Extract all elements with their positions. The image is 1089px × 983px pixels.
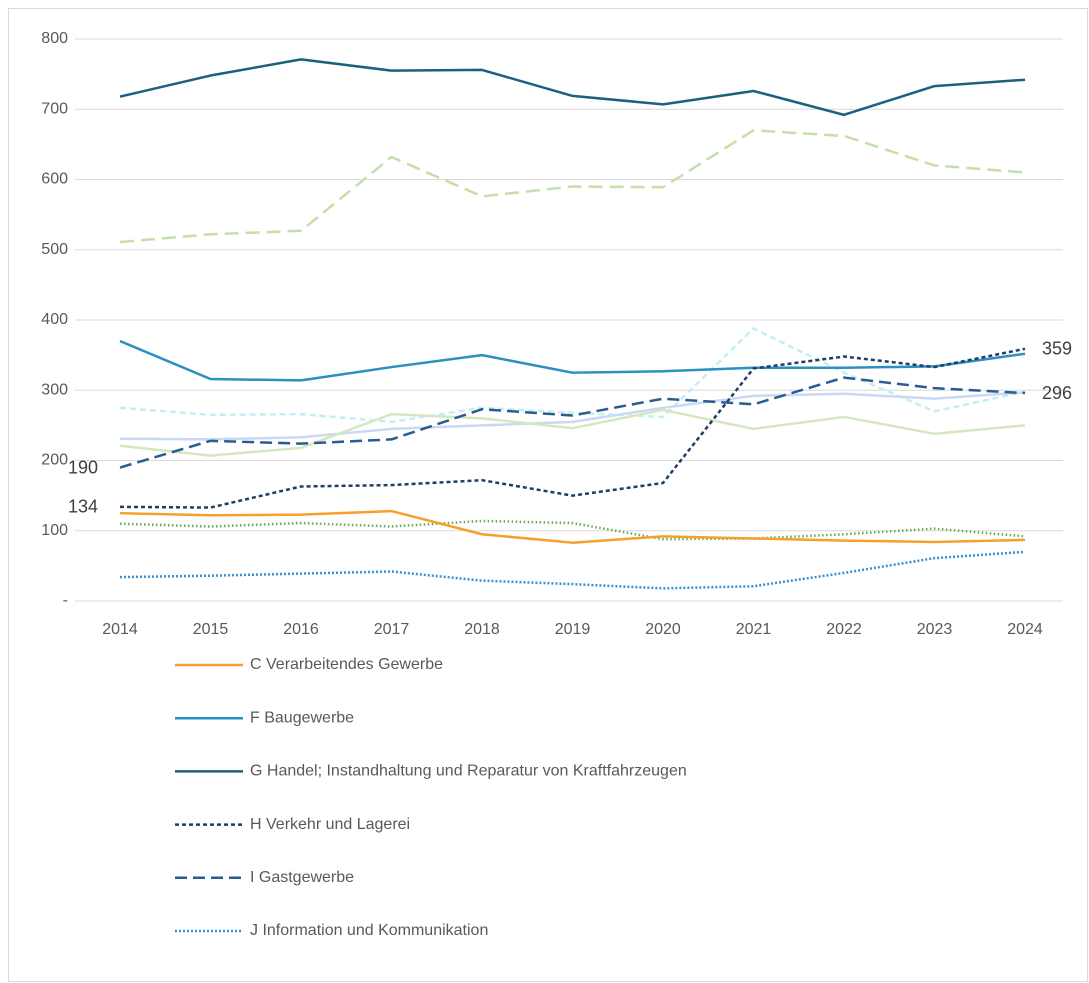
series-line [119, 408, 1026, 457]
series-line [119, 391, 1026, 441]
x-tick-label: 2015 [193, 621, 229, 638]
legend-label: J Information und Kommunikation [250, 922, 488, 939]
x-tick-label: 2016 [283, 621, 319, 638]
x-tick-label: 2023 [917, 621, 953, 638]
series-line [119, 519, 1026, 541]
data-label: 190 [68, 457, 98, 477]
y-tick-label: 400 [41, 311, 68, 328]
series-line [119, 58, 1026, 117]
legend-label: H Verkehr und Lagerei [250, 816, 410, 833]
y-tick-label: 500 [41, 241, 68, 258]
y-tick-label: 100 [41, 522, 68, 539]
legend-label: G Handel; Instandhaltung und Reparatur v… [250, 763, 687, 780]
series-line [119, 129, 1026, 244]
x-tick-label: 2019 [555, 621, 591, 638]
series-line [119, 327, 1026, 424]
legend-label: I Gastgewerbe [250, 869, 354, 886]
legend-label: F Baugewerbe [250, 709, 354, 726]
legend-label: C Verarbeitendes Gewerbe [250, 656, 443, 673]
x-tick-label: 2024 [1007, 621, 1043, 638]
data-label: 359 [1042, 339, 1072, 359]
x-tick-label: 2018 [464, 621, 500, 638]
series-line [119, 339, 1026, 382]
x-tick-label: 2022 [826, 621, 862, 638]
data-label: 134 [68, 497, 98, 517]
series-line [119, 376, 1026, 469]
x-tick-label: 2014 [102, 621, 138, 638]
x-tick-label: 2021 [736, 621, 772, 638]
series-line [119, 509, 1026, 544]
y-tick-label: - [63, 592, 68, 609]
y-tick-label: 700 [41, 100, 68, 117]
chart-frame [8, 8, 1088, 982]
y-tick-label: 200 [41, 452, 68, 469]
y-tick-label: 800 [41, 30, 68, 47]
series-line [119, 550, 1026, 590]
x-tick-label: 2020 [645, 621, 681, 638]
series-line [119, 347, 1026, 509]
data-label: 296 [1042, 383, 1072, 403]
y-tick-label: 600 [41, 171, 68, 188]
y-tick-label: 300 [41, 381, 68, 398]
x-tick-label: 2017 [374, 621, 410, 638]
